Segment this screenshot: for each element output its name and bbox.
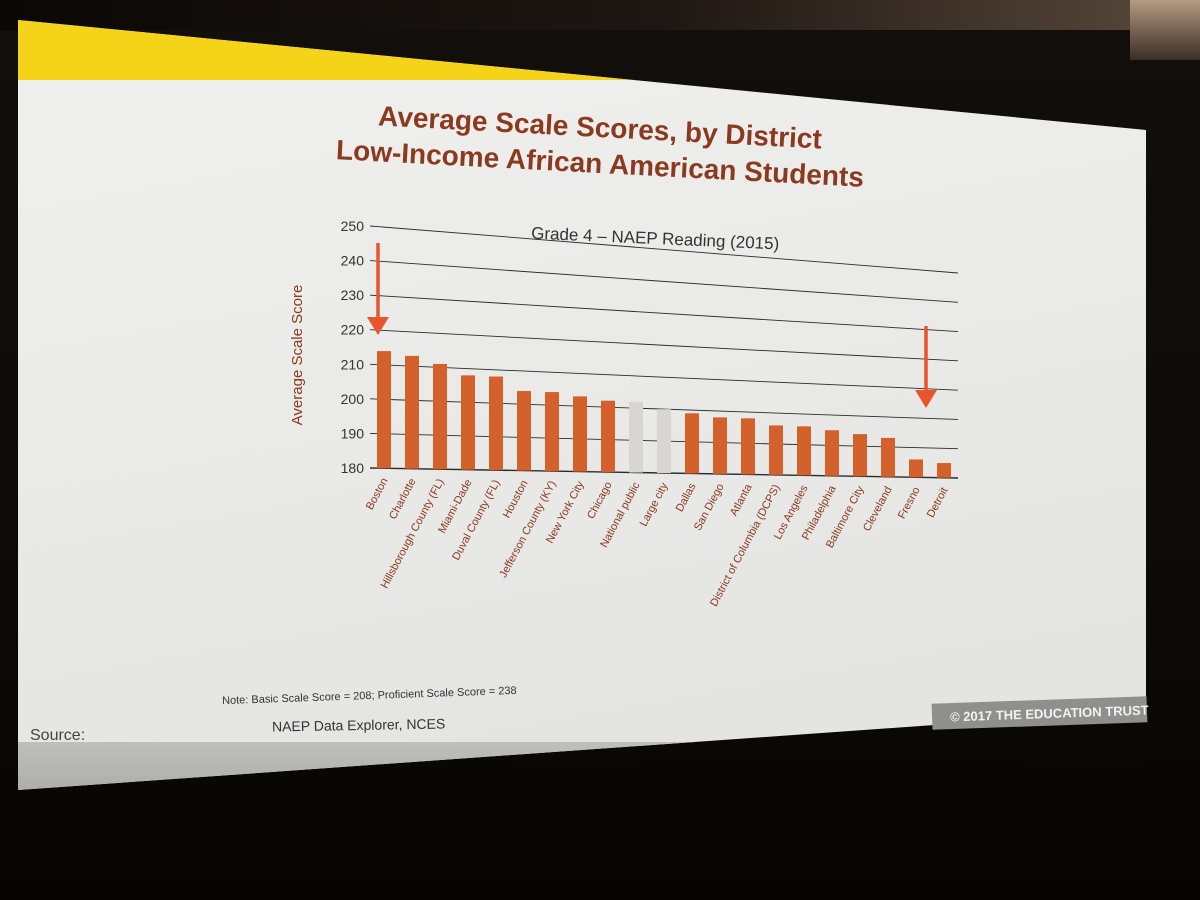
x-tick-label: Hillsborough County (FL): [379, 477, 447, 591]
bar-national-public: [629, 401, 643, 473]
x-tick-label: Cleveland: [861, 485, 895, 534]
bar-duval-county-fl-: [489, 376, 503, 471]
bar-hillsborough-county-fl-: [433, 363, 447, 470]
source-label: Source:: [30, 727, 86, 744]
arrow-boston: [367, 243, 389, 335]
bar-dallas: [685, 413, 699, 474]
x-tick-label: Large city: [638, 480, 671, 528]
room-ceiling: [0, 0, 1200, 30]
gridline-250: [369, 225, 959, 274]
y-tick-label: 250: [341, 218, 365, 234]
bar-atlanta: [741, 418, 755, 475]
x-tick-label: Atlanta: [728, 481, 755, 518]
bar-district-of-columbia-dcps-: [769, 425, 783, 475]
room-wall: [1130, 0, 1200, 60]
x-tick-label: Detroit: [925, 486, 951, 520]
x-tick-label: Chicago: [585, 480, 615, 521]
bar-los-angeles: [797, 426, 811, 476]
bars: [377, 351, 951, 478]
x-tick-label: Fresno: [896, 485, 923, 521]
bar-jefferson-county-ky-: [545, 392, 559, 472]
bar-cleveland: [881, 437, 895, 477]
bar-fresno: [909, 459, 923, 478]
bar-charlotte: [405, 355, 419, 469]
bar-baltimore-city: [853, 434, 867, 477]
bar-miami-dade: [461, 375, 475, 470]
y-tick-label: 220: [341, 322, 365, 338]
bar-houston: [517, 390, 531, 471]
y-tick-label: 210: [341, 356, 365, 372]
y-tick-label: 190: [341, 425, 365, 441]
y-tick-labels: 180 190 200 210 220 230 240 250: [341, 218, 365, 476]
bar-san-diego: [713, 417, 727, 474]
gridline-240: [369, 260, 959, 303]
gridline-230: [369, 294, 959, 333]
bar-philadelphia: [825, 430, 839, 476]
bar-new-york-city: [573, 396, 587, 472]
gridline-220: [369, 329, 959, 362]
y-tick-label: 200: [341, 391, 365, 407]
gridline-210: [369, 363, 959, 391]
bar-boston: [377, 351, 391, 469]
bar-large-city: [657, 409, 671, 473]
arrow-detroit: [915, 326, 937, 408]
y-tick-label: 180: [341, 460, 365, 476]
y-tick-label: 230: [341, 287, 365, 303]
source-value: NAEP Data Explorer, NCES: [271, 715, 446, 735]
x-tick-label: Dallas: [674, 481, 699, 514]
y-axis-label: Average Scale Score: [289, 285, 306, 426]
arrows: [367, 243, 937, 408]
x-tick-label: Charlotte: [387, 476, 419, 521]
bar-detroit: [937, 463, 951, 478]
y-tick-label: 240: [341, 253, 365, 269]
x-tick-label: Houston: [501, 478, 531, 520]
bar-chicago: [601, 400, 615, 473]
x-tick-label: Boston: [364, 476, 391, 512]
